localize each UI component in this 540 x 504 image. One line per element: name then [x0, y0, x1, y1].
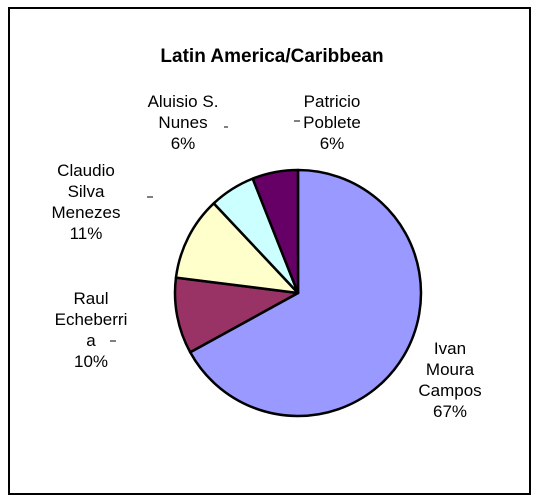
slice-percent-label: 10%: [74, 352, 108, 371]
slice-name-line: Raul: [74, 289, 109, 308]
slice-label: Raul Echeberri a 10%: [55, 289, 128, 371]
slice-labels: Ivan Moura Campos 67% Raul Echeberri a 10% Claud…: [52, 92, 482, 421]
slice-name-line: Silva: [68, 182, 105, 201]
slice-name-line: Aluisio S.: [148, 92, 219, 111]
slice-label: Ivan Moura Campos 67%: [418, 339, 481, 421]
chart-title: Latin America/Caribbean: [160, 46, 383, 67]
slice-label: Claudio Silva Menezes 11%: [52, 161, 121, 243]
pie-slice-ivan-moura-campos: [188, 168, 423, 418]
slice-percent-label: 11%: [70, 224, 103, 243]
pie-slice-claudio-silva-menezes: [174, 202, 300, 295]
pie-slice-raul-echeberri-a: [173, 276, 300, 354]
pie-slices: [173, 168, 423, 418]
slice-name-line: Campos: [418, 381, 481, 400]
pie-chart: Latin America/Caribbean Ivan Moura Campos 6…: [52, 46, 482, 421]
slice-name-line: Nunes: [158, 113, 207, 132]
slice-name-line: a: [86, 331, 96, 350]
slice-percent-label: 6%: [320, 134, 345, 153]
slice-percent-label: 67%: [433, 402, 467, 421]
slice-name-line: Patricio: [304, 92, 361, 111]
slice-name-line: Menezes: [52, 203, 121, 222]
slice-name-line: Poblete: [303, 113, 361, 132]
slice-name-line: Moura: [426, 360, 475, 379]
pie-slice-patricio-poblete: [251, 168, 300, 295]
chart-frame: Latin America/Caribbean Ivan Moura Campos 6…: [8, 7, 531, 495]
leader-lines: [110, 120, 300, 342]
slice-label: Patricio Poblete 6%: [303, 92, 361, 153]
slice-percent-label: 6%: [171, 134, 196, 153]
slice-name-line: Claudio: [57, 161, 115, 180]
slice-name-line: Echeberri: [55, 310, 128, 329]
slice-label: Aluisio S. Nunes 6%: [148, 92, 219, 153]
slice-name-line: Ivan: [434, 339, 466, 358]
